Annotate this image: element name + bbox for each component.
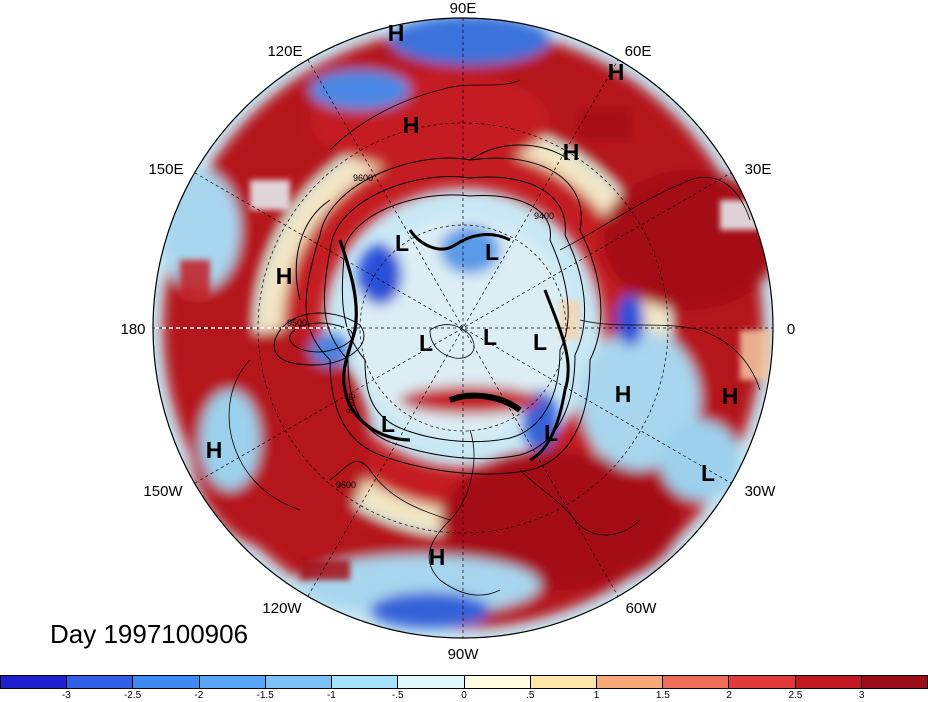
- contour-label: 9400: [534, 211, 554, 221]
- lon-label-120w: 120W: [262, 600, 302, 617]
- high-pressure-marker: H: [615, 381, 632, 407]
- contour-label: 9400: [344, 393, 357, 414]
- colorbar-tick-label: .5: [526, 690, 535, 701]
- colorbar-swatch: [663, 676, 730, 688]
- colorbar-swatch: [464, 676, 531, 688]
- colorbar-tick-label: 1: [593, 690, 600, 701]
- colorbar-tick-label: 3: [858, 690, 865, 701]
- colorbar: [0, 675, 928, 689]
- lon-label-60e: 60E: [625, 43, 652, 60]
- high-pressure-marker: H: [388, 20, 405, 46]
- colorbar-tick-label: 2: [726, 690, 732, 701]
- low-pressure-marker: L: [533, 329, 547, 355]
- lon-label-180: 180: [120, 321, 145, 338]
- colorbar-swatch: [398, 676, 465, 688]
- low-pressure-marker: L: [483, 324, 497, 350]
- lon-label-30e: 30E: [745, 161, 772, 178]
- lon-label-60w: 60W: [626, 600, 658, 617]
- colorbar-swatch: [67, 676, 134, 688]
- colorbar-swatch: [265, 676, 333, 688]
- map-boundary: [152, 17, 774, 639]
- high-pressure-marker: H: [563, 139, 580, 165]
- colorbar-swatch: [1, 676, 68, 688]
- high-pressure-marker: H: [429, 544, 446, 570]
- low-pressure-marker: L: [381, 411, 395, 437]
- lon-label-90w: 90W: [448, 646, 480, 663]
- high-pressure-marker: H: [403, 112, 420, 138]
- colorbar-swatch: [199, 676, 266, 688]
- colorbar-tick-label: -2: [194, 690, 204, 701]
- height-contours: [273, 144, 602, 475]
- high-pressure-marker: H: [722, 383, 739, 409]
- high-pressure-marker: H: [608, 59, 625, 85]
- colorbar-tick-label: -.5: [391, 690, 404, 701]
- colorbar-swatch: [729, 676, 796, 688]
- low-pressure-marker: L: [485, 239, 499, 265]
- anomaly-field: [153, 18, 773, 638]
- lon-label-150w: 150W: [143, 483, 183, 500]
- colorbar-swatch: [795, 676, 862, 688]
- colorbar-tick-label: 1.5: [655, 690, 670, 701]
- low-pressure-marker: L: [701, 460, 715, 486]
- low-pressure-marker: L: [544, 420, 558, 446]
- colorbar-swatch: [332, 676, 399, 688]
- contour-label: 9600: [336, 480, 356, 490]
- lon-label-90e: 90E: [450, 0, 477, 17]
- high-pressure-marker: H: [276, 263, 293, 289]
- colorbar-tick-label: -1.5: [256, 690, 274, 701]
- plot-title: Day 1997100906: [50, 619, 249, 649]
- lon-label-0: 0: [787, 321, 795, 338]
- low-pressure-marker: L: [419, 330, 433, 356]
- colorbar-tick-label: -2.5: [123, 690, 142, 701]
- lon-label-150e: 150E: [148, 161, 183, 178]
- high-pressure-marker: H: [206, 437, 223, 463]
- colorbar-swatch: [861, 676, 928, 688]
- colorbar-swatch: [530, 676, 597, 688]
- contour-label: 9500: [287, 318, 307, 328]
- lon-label-30w: 30W: [745, 483, 777, 500]
- low-pressure-marker: L: [395, 230, 409, 256]
- colorbar-tick-label: -3: [61, 690, 71, 701]
- contour-label: 9600: [353, 173, 373, 183]
- lon-label-120e: 120E: [267, 43, 302, 60]
- colorbar-swatch: [596, 676, 664, 688]
- colorbar-tick-labels: -3 -2.5 -2 -1.5 -1 -.5 0 .5 1 1.5 2 2.5 3: [0, 690, 928, 702]
- coastlines: [228, 79, 761, 596]
- colorbar-tick-label: 2.5: [788, 690, 803, 701]
- colorbar-tick-label: -1: [326, 690, 336, 701]
- colorbar-tick-label: 0: [461, 690, 467, 701]
- colorbar-swatch: [133, 676, 200, 688]
